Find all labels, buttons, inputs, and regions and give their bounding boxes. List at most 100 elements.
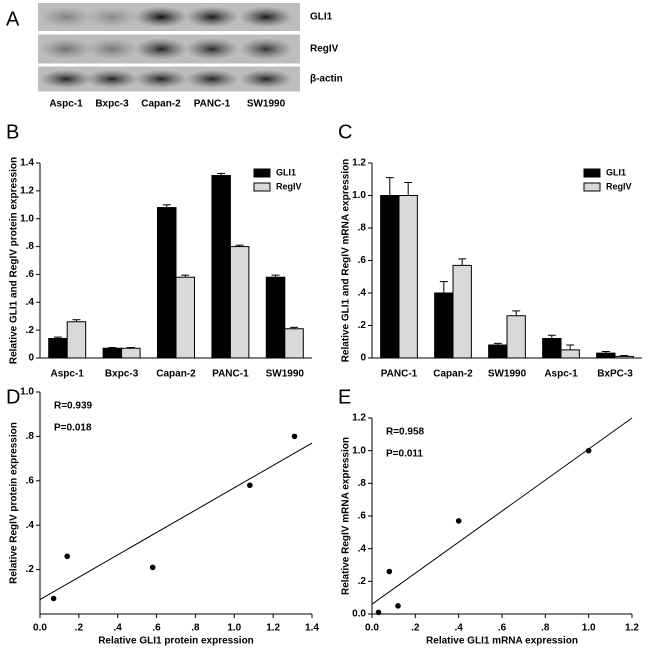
x-tick-label: .4 [454,623,463,634]
x-tick-label: 1.2 [625,623,639,634]
x-tick-label: Aspc-1 [544,369,578,380]
bar [560,349,580,359]
blot-band [185,6,239,28]
y-tick-label: 1.0 [20,387,34,398]
y-tick-label: .4 [26,520,35,531]
y-tick-label: .6 [358,511,367,522]
legend-label: RegIV [606,181,632,191]
x-tick-label: .2 [75,623,84,634]
blot-band [185,69,239,89]
y-tick-label: 0 [360,353,366,364]
y-tick-label: .4 [26,297,35,308]
bar [48,338,68,359]
row-label: GLI1 [310,12,333,23]
x-tick-label: .4 [114,623,123,634]
blot-band [239,6,293,28]
point [455,518,462,524]
bar [157,207,177,359]
x-tick-label: SW1990 [488,369,527,380]
x-tick-label: Aspc-1 [51,369,85,380]
blot-band [39,69,93,89]
x-tick-label: 0.0 [365,623,379,634]
fit-line [39,442,313,601]
y-tick-label: .6 [26,269,35,280]
lane-label: Capan-2 [141,99,181,110]
x-tick-label: .6 [152,623,161,634]
y-tick-label: 1.2 [20,185,34,196]
y-axis-title: Relative RegIV protein expression [9,422,20,584]
panel-letter: E [338,386,351,408]
y-tick-label: 0 [28,353,34,364]
y-tick-label: 1.0 [20,213,34,224]
x-tick-label: Capan-2 [156,369,196,380]
y-tick-label: 0.0 [352,609,366,620]
bar [284,328,304,359]
panel-letter: C [338,121,352,143]
blot-band [134,69,188,89]
annotation: P=0.011 [386,449,423,460]
bar [542,338,562,359]
y-tick-label: .8 [26,431,35,442]
bar [265,276,286,359]
x-tick-label: .2 [411,623,420,634]
x-tick-label: 1.4 [305,623,319,634]
y-tick-label: .8 [358,478,367,489]
x-axis-title: Relative GLI1 protein expression [98,636,254,647]
bar [452,264,472,359]
y-tick-label: .4 [358,288,367,299]
blot-band [134,37,188,61]
annotation: P=0.018 [54,423,92,434]
x-tick-label: Capan-2 [433,369,473,380]
x-tick-label: .8 [191,623,200,634]
legend-swatch [583,168,601,178]
y-axis-title: Relative GLI1 and RegIV protein expressi… [9,157,20,364]
bar [175,276,195,359]
row-label: β-actin [310,74,343,85]
bar [380,195,400,359]
legend-swatch [253,182,271,192]
blot-band [239,69,293,89]
x-tick-label: PANC-1 [381,369,418,380]
legend-label: GLI1 [276,167,296,177]
blot-band [185,37,239,61]
x-axis-title: Relative GLI1 mRNA expression [426,636,578,647]
lane-label: PANC-1 [194,99,231,110]
legend-swatch [583,182,601,192]
fit-line [371,417,633,605]
y-tick-label: .8 [358,223,367,234]
blot-band [239,37,293,61]
x-tick-label: .6 [498,623,507,634]
lane-label: Aspc-1 [49,99,83,110]
point [291,433,298,440]
western-blot: A GLI1 RegIV β-actin Aspc-1 Bxpc-3 Capan-2 PANC… [6,3,343,110]
bar [211,175,231,359]
blot-band [85,6,139,28]
annotation: R=0.939 [54,401,93,412]
y-tick-label: .2 [358,576,367,587]
bar [121,347,141,359]
panel-letter: D [6,386,20,408]
blot-band [134,6,188,28]
bar [434,292,454,359]
x-tick-label: SW1990 [266,369,305,380]
x-tick-label: 1.0 [582,623,596,634]
blot-band [85,69,139,89]
y-tick-label: .2 [358,320,367,331]
blot-band [85,37,139,61]
point [64,553,70,560]
y-tick-label: 1.0 [352,445,366,456]
x-tick-label: 0.0 [33,623,47,634]
y-tick-label: 1.0 [352,190,366,201]
bar [488,344,508,359]
y-axis-title: Relative RegIV mRNA expression [341,437,352,595]
bar [229,246,250,359]
y-axis-title: Relative GLI1 and RegIV mRNA expression [341,159,352,363]
legend-swatch [253,168,271,178]
x-tick-label: PANC-1 [212,369,249,380]
legend-label: RegIV [276,181,302,191]
y-tick-label: .6 [26,475,35,486]
annotation: R=0.958 [386,427,425,438]
bar [66,321,87,359]
y-tick-label: 1.2 [352,413,366,424]
point [585,447,592,454]
